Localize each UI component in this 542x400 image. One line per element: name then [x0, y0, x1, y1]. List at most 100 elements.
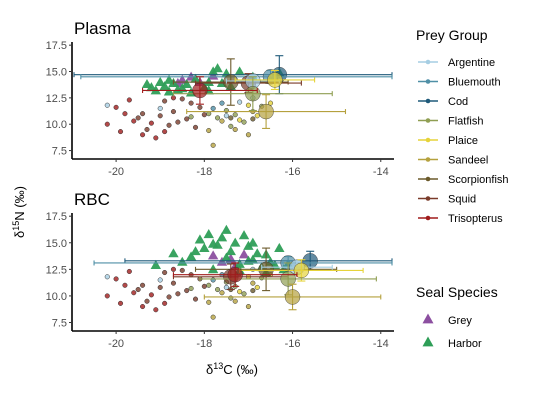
seal-point-harbor: [247, 237, 259, 247]
prey-point-squid: [170, 109, 177, 115]
legend-label: Bluemouth: [448, 77, 501, 89]
prey-point-sandeel: [219, 118, 225, 124]
prey-point-squid: [135, 286, 141, 293]
prey-point-squid: [162, 269, 168, 276]
legend-label: Argentine: [448, 57, 495, 69]
x-tick-label: -18: [196, 338, 212, 350]
prey-point-squid: [201, 283, 207, 289]
prey-point-scorpionfish: [250, 288, 256, 294]
legend-label: Squid: [448, 194, 476, 206]
prey-point-trisopterus: [104, 293, 110, 299]
seal-point-grey: [238, 249, 250, 259]
prey-point-trisopterus: [170, 266, 177, 272]
legend-dot: [425, 157, 431, 162]
seal-point-harbor: [212, 63, 223, 73]
prey-point-squid: [175, 119, 181, 125]
prey-point-squid: [184, 288, 190, 294]
legend-label: Plaice: [448, 135, 478, 147]
prey-mean-trisopterus: [142, 76, 258, 105]
prey-point-flatfish: [232, 112, 238, 118]
x-tick-label: -14: [373, 166, 389, 178]
seal-point-harbor: [221, 252, 232, 262]
seal-point-harbor: [181, 78, 192, 89]
prey-point-trisopterus: [113, 104, 119, 110]
prey-point-sandeel: [250, 280, 256, 286]
y-axis-title-text: δ15N (‰): [11, 186, 27, 238]
legend-item-sandeel: Sandeel: [418, 155, 488, 167]
prey-point-sandeel: [232, 126, 238, 133]
prey-point-flatfish: [215, 115, 221, 121]
prey-point-argentine: [104, 102, 110, 108]
panel-rbc: RBC 7.5 10.0 12.5 15.0 17.5 -20 -18 -16 -14: [46, 190, 394, 350]
legend-label: Sandeel: [448, 155, 488, 167]
legend-triangle: [422, 336, 434, 347]
prey-point-sandeel: [210, 314, 216, 320]
prey-point-trisopterus: [113, 276, 119, 282]
prey-point-trisopterus: [153, 307, 159, 313]
y-tick-label: 12.5: [46, 93, 67, 105]
prey-point-argentine: [237, 99, 243, 105]
prey-point-trisopterus: [131, 118, 137, 124]
legend-triangle: [422, 313, 434, 324]
prey-point-sandeel: [206, 127, 212, 134]
seal-point-harbor: [168, 248, 179, 258]
prey-point-argentine: [104, 274, 110, 280]
seal-point-harbor: [216, 232, 228, 242]
prey-point-sandeel: [245, 303, 251, 310]
legend-dot: [425, 79, 431, 84]
prey-point-argentine: [223, 284, 229, 290]
prey-point-squid: [135, 115, 141, 121]
prey-point-plaice: [237, 289, 243, 295]
legend-item-grey: Grey: [422, 313, 472, 327]
prey-point-flatfish: [241, 291, 247, 297]
prey-point-flatfish: [188, 285, 194, 292]
prey-point-sandeel: [232, 298, 238, 304]
legend: Prey Group Argentine Bluemouth Cod Flatfish P…: [416, 27, 509, 350]
prey-point-trisopterus: [148, 292, 154, 298]
prey-point-flatfish: [206, 282, 212, 288]
prey-mean-sandeel: [186, 94, 347, 129]
prey-mean-flatfish: [199, 262, 377, 296]
seal-point-harbor: [199, 242, 210, 252]
prey-point-sandeel: [206, 299, 212, 305]
prey-point-trisopterus: [122, 282, 128, 288]
prey-point-scorpionfish: [228, 115, 234, 121]
prey-point-squid: [192, 296, 199, 302]
seal-point-harbor: [230, 237, 241, 247]
prey-mean-plaice: [239, 259, 364, 282]
seal-point-harbor: [207, 238, 219, 248]
legend-title-prey: Prey Group: [416, 27, 488, 43]
legend-item-trisopterus: Trisopterus: [418, 213, 503, 225]
seal-point-harbor: [221, 224, 232, 234]
prey-point-sandeel: [245, 132, 251, 138]
prey-point-squid: [166, 122, 172, 128]
prey-point-squid: [201, 112, 207, 118]
prey-point-trisopterus: [104, 121, 110, 127]
prey-point-squid: [192, 124, 199, 130]
seal-point-harbor: [150, 259, 162, 269]
x-axis-title: δ13C (‰): [206, 361, 258, 377]
prey-point-trisopterus: [153, 135, 159, 141]
prey-point-squid: [184, 116, 190, 122]
prey-point-squid: [197, 104, 203, 110]
prey-point-flatfish: [228, 123, 234, 129]
prey-mean-sandeel: [203, 283, 382, 311]
prey-point-squid: [170, 280, 177, 286]
prey-point-scorpionfish: [250, 116, 256, 122]
seal-point-harbor: [274, 242, 285, 252]
legend-dot: [425, 118, 431, 123]
seal-point-grey: [207, 250, 219, 260]
prey-point-squid: [179, 96, 185, 102]
legend-item-scorpionfish: Scorpionfish: [418, 174, 509, 186]
prey-point-flatfish: [241, 119, 247, 125]
seal-point-harbor: [159, 81, 170, 91]
legend-dot: [425, 196, 431, 201]
legend-item-cod: Cod: [418, 96, 468, 108]
seal-point-harbor: [155, 76, 166, 86]
prey-mean-trisopterus: [172, 262, 298, 287]
legend-item-bluemouth: Bluemouth: [418, 77, 501, 89]
seal-point-harbor: [150, 85, 162, 95]
seal-point-harbor: [190, 246, 201, 256]
